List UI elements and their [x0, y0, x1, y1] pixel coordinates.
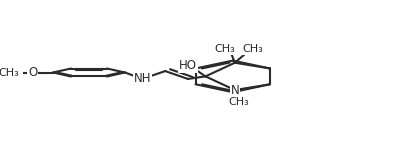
Text: N: N: [230, 84, 239, 97]
Text: CH₃: CH₃: [242, 44, 263, 54]
Text: NH: NH: [134, 72, 151, 85]
Text: CH₃: CH₃: [228, 97, 249, 107]
Text: O: O: [28, 66, 37, 79]
Text: CH₃: CH₃: [0, 68, 19, 77]
Text: CH₃: CH₃: [215, 44, 235, 54]
Text: HO: HO: [179, 59, 197, 72]
